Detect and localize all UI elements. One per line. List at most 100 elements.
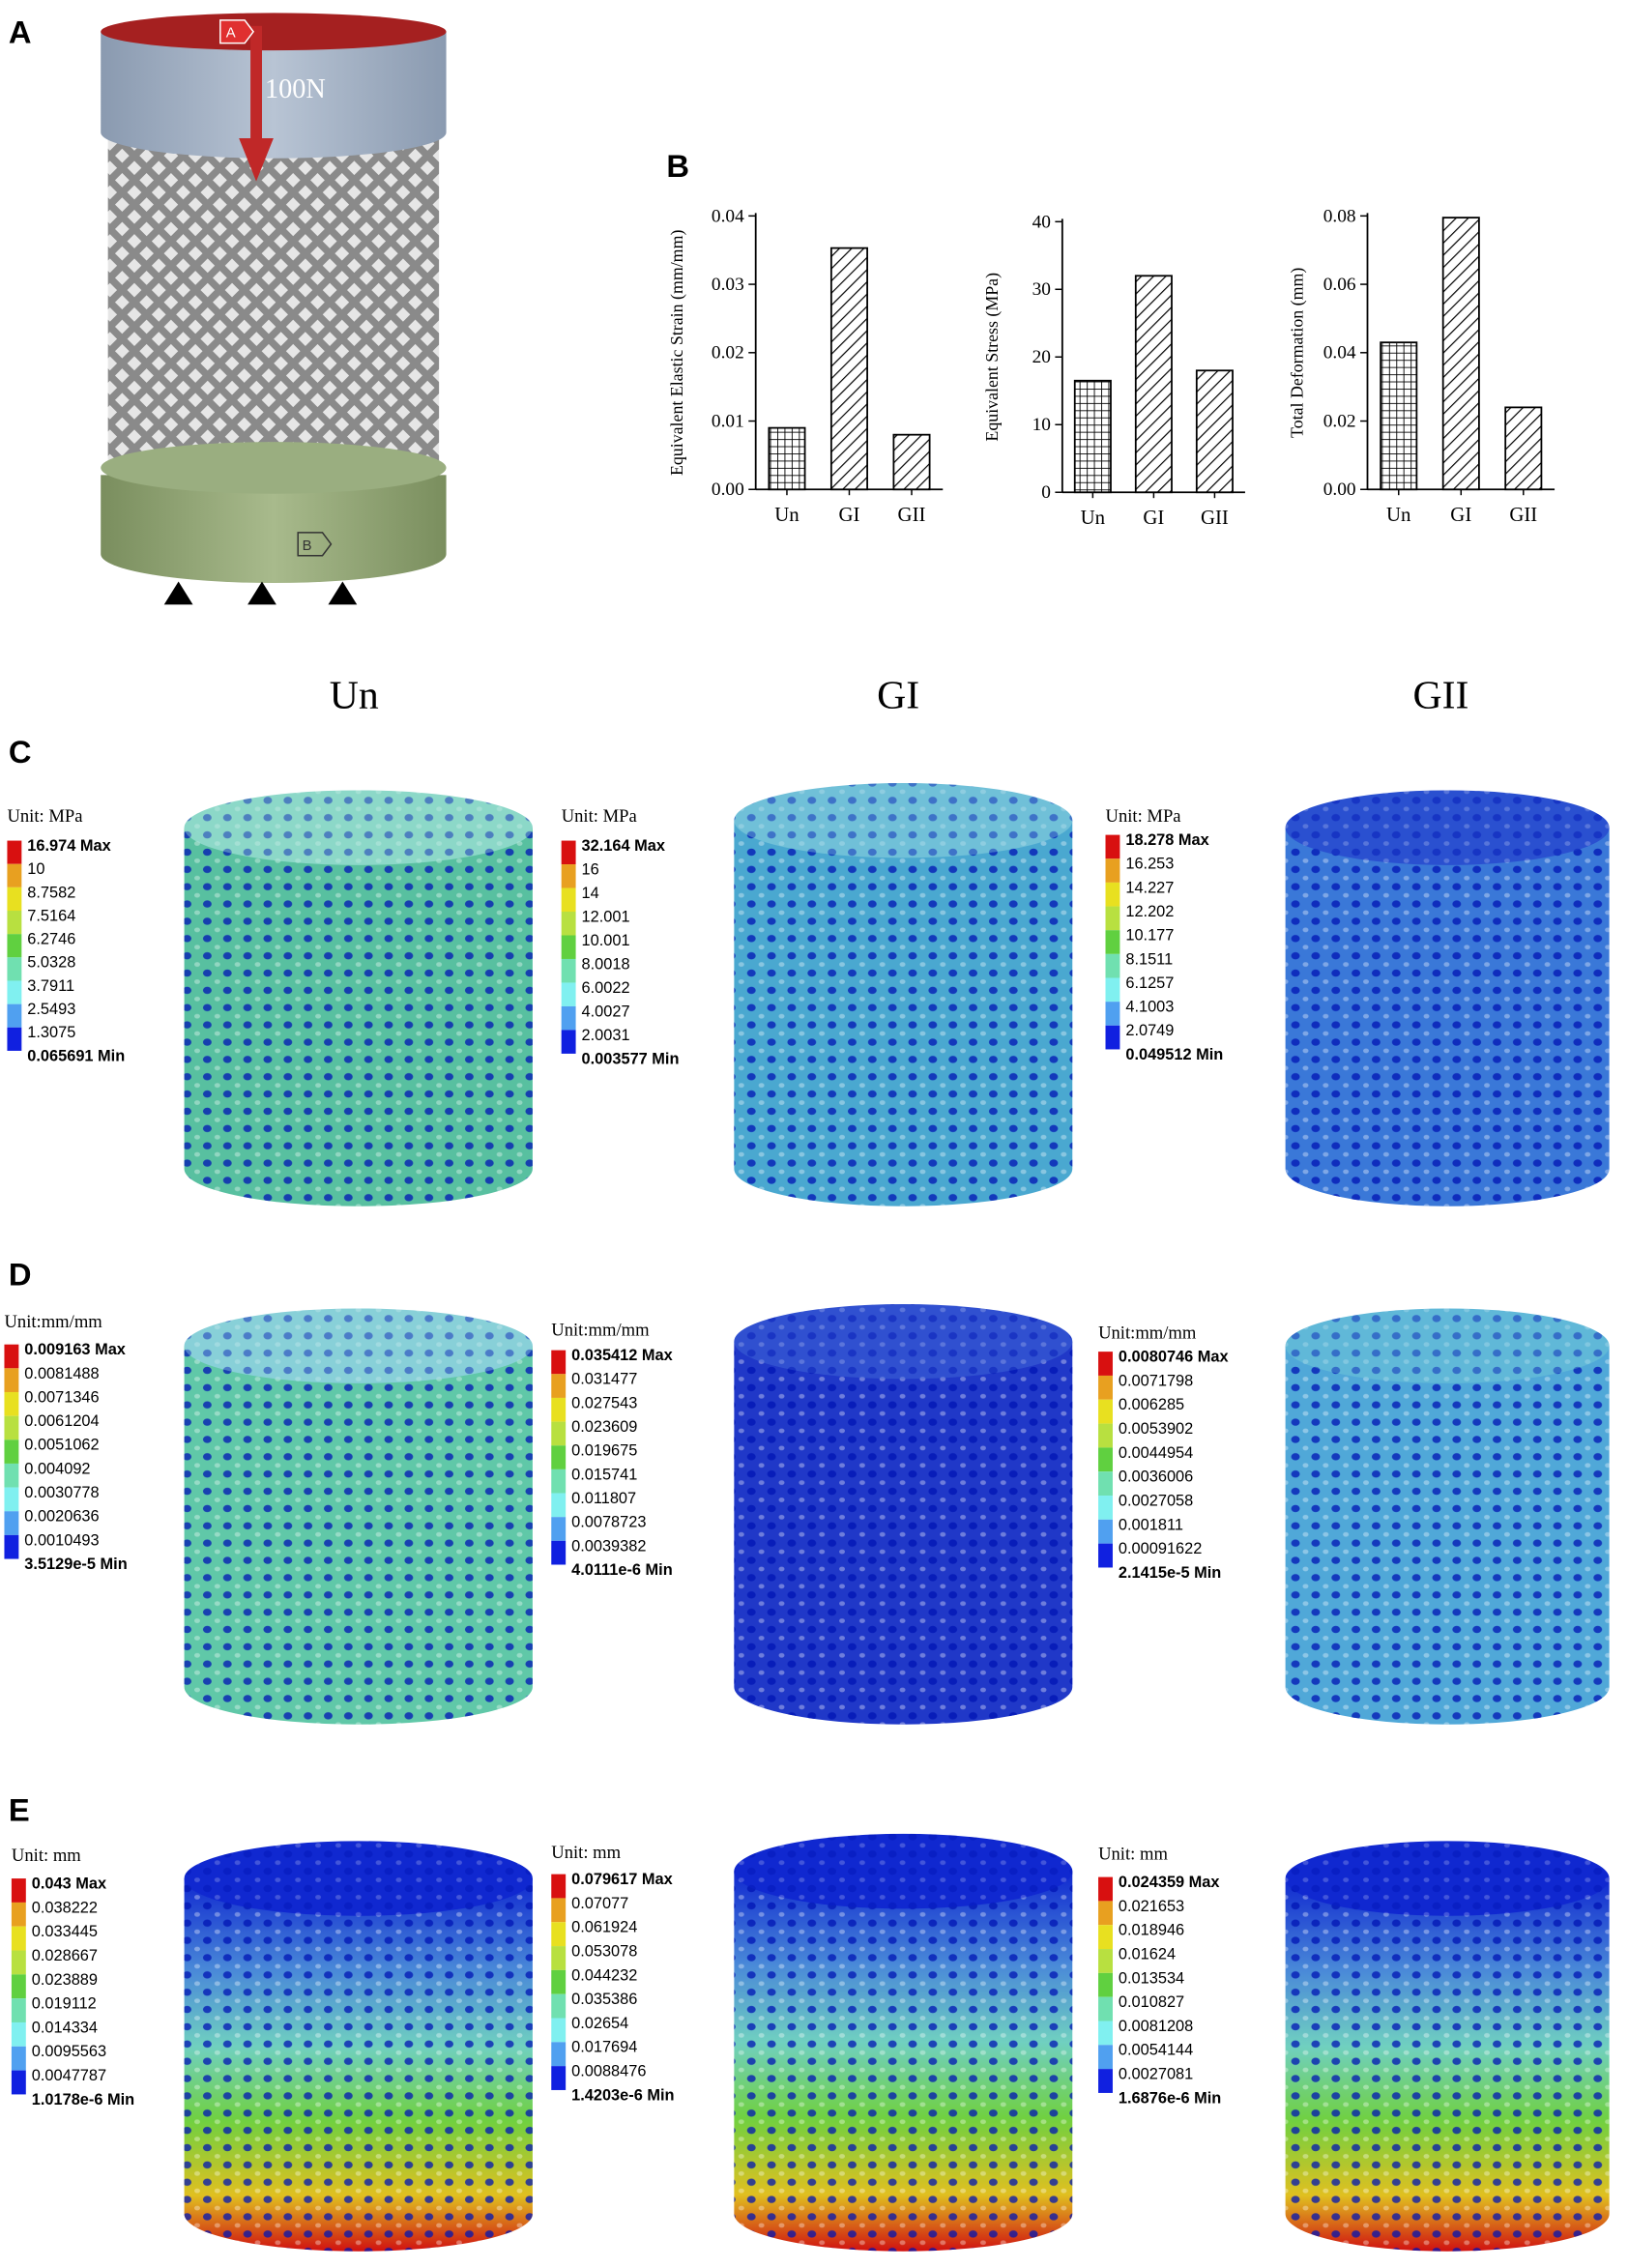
model-texture: [734, 820, 1073, 1207]
legend-label: 1.3075: [27, 1024, 75, 1041]
y-tick-label: 20: [1032, 347, 1051, 367]
legend-swatch: [7, 887, 22, 912]
legend-label: 0.013534: [1119, 1969, 1184, 1987]
legend-label: 8.7582: [27, 884, 75, 901]
legend-label: 0.0020636: [24, 1508, 99, 1526]
y-tick-label: 10: [1032, 415, 1051, 435]
legend-label: 14.227: [1125, 879, 1174, 896]
legend-swatch: [551, 1445, 567, 1469]
panel-label: A: [9, 15, 32, 50]
legend-label: 2.0031: [582, 1027, 630, 1044]
legend-swatch: [551, 2066, 567, 2090]
legend-swatch: [1098, 1519, 1113, 1544]
legend-swatch: [1105, 977, 1120, 1003]
legend-label: 1.4203e-6 Min: [571, 2086, 674, 2104]
bar: [768, 426, 806, 491]
legend-unit: Unit:mm/mm: [551, 1321, 650, 1341]
legend-swatch: [1098, 1925, 1113, 1950]
legend-swatch: [1105, 882, 1120, 907]
legend-swatch: [551, 2018, 567, 2043]
support-tag-a: A: [226, 26, 236, 42]
legend-label: 0.019112: [32, 1995, 97, 2013]
legend-label: 0.0071346: [24, 1388, 99, 1406]
legend-label: 0.015741: [571, 1466, 637, 1483]
legend-label: 0.0036006: [1119, 1468, 1193, 1486]
legend-swatch: [11, 1926, 26, 1951]
legend-swatch: [4, 1439, 19, 1464]
legend-swatch: [11, 1998, 26, 2022]
legend-label: 3.7911: [27, 977, 74, 995]
panel-label: B: [666, 148, 689, 184]
legend-swatch: [551, 1540, 567, 1565]
legend-label: 7.5164: [27, 907, 75, 924]
color-legend: Unit: MPa 18.278 Max 16.253 14.227 12.202 10.…: [1105, 806, 1223, 1063]
model-texture: [184, 828, 533, 1207]
y-axis-label: Total Deformation (mm): [1287, 268, 1307, 438]
legend-label: 5.0328: [27, 954, 75, 972]
legend-swatch: [1098, 1352, 1113, 1376]
color-legend: Unit:mm/mm 0.035412 Max 0.031477 0.027543 0.…: [551, 1321, 673, 1579]
bar: [1073, 379, 1112, 494]
legend-swatch: [1098, 1447, 1113, 1472]
legend-label: 12.202: [1125, 903, 1174, 920]
legend-unit: Unit: MPa: [1106, 806, 1181, 827]
legend-label: 2.0749: [1125, 1022, 1174, 1039]
model-top-texture: [734, 1303, 1073, 1380]
legend-swatch: [11, 1878, 26, 1903]
x-tick-label: GII: [898, 503, 926, 526]
legend-swatch: [551, 1993, 567, 2019]
legend-label: 0.004092: [24, 1460, 90, 1477]
legend-label: 0.024359 Max: [1119, 1874, 1220, 1891]
legend-label: 12.001: [582, 908, 630, 925]
legend-swatch: [561, 840, 576, 865]
legend-swatch: [551, 1874, 567, 1899]
legend-swatch: [561, 912, 576, 936]
legend-swatch: [11, 2021, 26, 2047]
legend-label: 0.0095563: [32, 2043, 106, 2060]
legend-label: 0.0010493: [24, 1531, 99, 1549]
column-header: Un: [330, 674, 379, 718]
legend-label: 0.006285: [1119, 1396, 1184, 1413]
y-tick-label: 0.04: [712, 206, 744, 226]
color-legend: Unit: MPa 16.974 Max 10 8.7582 7.5164 6.2746 5…: [7, 806, 125, 1064]
legend-swatch: [551, 1468, 567, 1494]
x-tick-label: GI: [1143, 506, 1164, 529]
y-tick-label: 30: [1032, 279, 1051, 300]
legend-unit: Unit: MPa: [562, 806, 637, 827]
legend-swatch: [551, 1397, 567, 1422]
legend-swatch: [551, 1969, 567, 1994]
legend-label: 0.0054144: [1119, 2042, 1193, 2059]
bar-chart: 0 10 20 30 40 Un GI GII Equivalent Stress (MPa): [982, 212, 1245, 529]
legend-swatch: [7, 957, 22, 981]
legend-swatch: [1105, 906, 1120, 931]
legend-label: 6.0022: [582, 979, 630, 997]
legend-unit: Unit: MPa: [7, 806, 82, 827]
x-tick-label: Un: [1081, 506, 1106, 529]
legend-swatch: [1105, 834, 1120, 859]
legend-label: 0.044232: [571, 1966, 637, 1984]
legend-swatch: [561, 887, 576, 913]
legend-swatch: [551, 2042, 567, 2067]
bar: [892, 433, 931, 491]
y-tick-label: 0: [1041, 482, 1051, 503]
legend-swatch: [4, 1511, 19, 1535]
legend-swatch: [1105, 1002, 1120, 1026]
legend-label: 0.0030778: [24, 1484, 99, 1501]
legend-label: 0.0027081: [1119, 2066, 1193, 2083]
legend-label: 16.974 Max: [27, 837, 110, 855]
legend-label: 0.021653: [1119, 1898, 1184, 1915]
fea-model: [1285, 1308, 1610, 1725]
legend-swatch: [11, 2070, 26, 2095]
legend-swatch: [561, 1005, 576, 1031]
legend-label: 0.0061204: [24, 1412, 99, 1430]
legend-label: 8.0018: [582, 955, 630, 973]
legend-label: 4.0111e-6 Min: [571, 1561, 673, 1579]
legend-swatch: [4, 1391, 19, 1416]
legend-swatch: [7, 934, 22, 958]
legend-label: 0.0044954: [1119, 1444, 1193, 1462]
legend-label: 14: [582, 885, 599, 902]
legend-label: 0.0071798: [1119, 1372, 1193, 1389]
legend-swatch: [1105, 858, 1120, 883]
color-legend: Unit: mm 0.079617 Max 0.07077 0.061924 0.053…: [551, 1843, 675, 2104]
legend-label: 0.0080746 Max: [1119, 1349, 1229, 1366]
